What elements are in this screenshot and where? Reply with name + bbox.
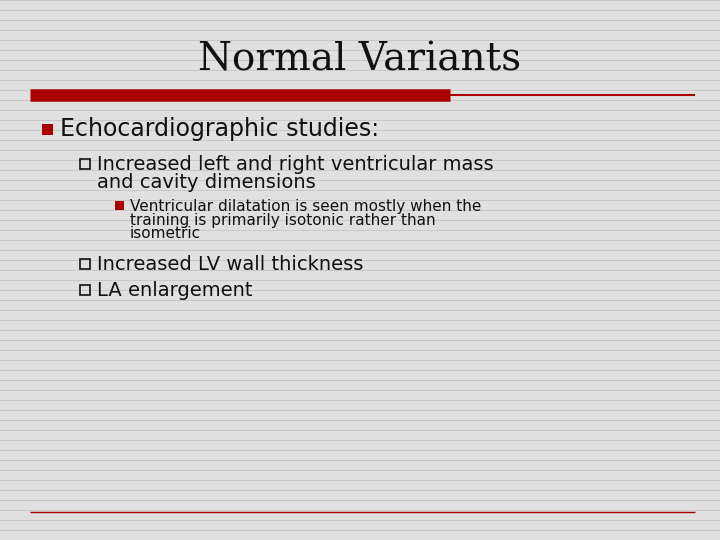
Text: LA enlargement: LA enlargement <box>97 280 253 300</box>
Bar <box>115 201 124 210</box>
Text: training is primarily isotonic rather than: training is primarily isotonic rather th… <box>130 213 436 227</box>
Text: Increased LV wall thickness: Increased LV wall thickness <box>97 254 364 273</box>
Text: Ventricular dilatation is seen mostly when the: Ventricular dilatation is seen mostly wh… <box>130 199 482 213</box>
Bar <box>42 124 53 135</box>
Bar <box>80 285 90 295</box>
Bar <box>80 159 90 169</box>
Text: isometric: isometric <box>130 226 201 241</box>
Bar <box>80 259 90 269</box>
Text: Normal Variants: Normal Variants <box>199 42 521 78</box>
Text: Increased left and right ventricular mass: Increased left and right ventricular mas… <box>97 154 494 173</box>
Text: and cavity dimensions: and cavity dimensions <box>97 172 316 192</box>
Text: Echocardiographic studies:: Echocardiographic studies: <box>60 117 379 141</box>
